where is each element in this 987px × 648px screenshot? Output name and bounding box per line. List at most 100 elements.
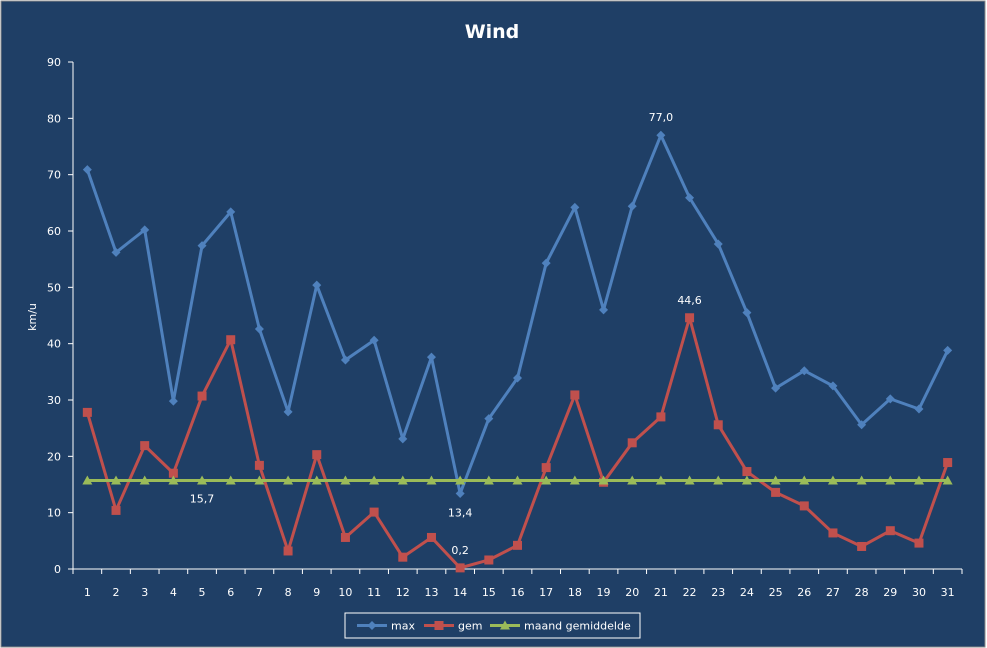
data-point — [312, 280, 322, 290]
data-point — [140, 441, 150, 451]
x-tick-label: 27 — [826, 586, 840, 599]
x-tick-label: 4 — [170, 586, 177, 599]
x-tick-label: 26 — [797, 586, 811, 599]
data-point — [827, 475, 838, 485]
data-point — [599, 305, 609, 315]
data-point — [885, 526, 895, 536]
x-tick-label: 7 — [256, 586, 263, 599]
x-tick-label: 9 — [313, 586, 320, 599]
data-point — [139, 475, 150, 485]
x-tick-label: 2 — [113, 586, 120, 599]
data-point — [943, 458, 953, 468]
data-label: 0,2 — [451, 544, 469, 557]
data-labels: 77,0 44,6 13,4 0,2 15,7 — [190, 111, 702, 557]
data-point — [111, 475, 122, 485]
legend-marker — [500, 620, 510, 630]
y-tick-label: 30 — [47, 394, 61, 407]
data-point — [82, 407, 92, 417]
data-point — [455, 489, 465, 499]
data-point — [569, 475, 580, 485]
data-point — [742, 467, 752, 477]
series-layer — [82, 130, 953, 573]
x-tick-label: 5 — [199, 586, 206, 599]
x-tick-label: 1 — [84, 586, 91, 599]
legend-marker — [434, 621, 444, 630]
data-point — [82, 165, 92, 175]
y-tick-label: 70 — [47, 169, 61, 182]
series-max — [82, 130, 953, 499]
data-point — [197, 391, 207, 401]
data-point — [140, 225, 150, 235]
data-point — [856, 475, 867, 485]
data-point — [541, 258, 551, 268]
data-point — [311, 475, 322, 485]
x-tick-label: 22 — [683, 586, 697, 599]
data-point — [483, 475, 494, 485]
x-tick-label: 31 — [941, 586, 955, 599]
y-tick-label: 60 — [47, 225, 61, 238]
data-point — [397, 475, 408, 485]
data-point — [254, 460, 264, 470]
data-point — [426, 352, 436, 362]
data-point — [627, 438, 637, 448]
data-point — [254, 324, 264, 334]
data-point — [627, 201, 637, 211]
y-tick-label: 80 — [47, 112, 61, 125]
data-point — [512, 475, 523, 485]
data-point — [656, 412, 666, 422]
data-point — [254, 475, 265, 485]
data-point — [570, 202, 580, 212]
data-point — [369, 335, 379, 345]
x-tick-label: 24 — [740, 586, 754, 599]
data-point — [742, 308, 752, 318]
x-tick-label: 17 — [539, 586, 553, 599]
legend-label: gem — [458, 620, 482, 633]
data-point — [369, 507, 379, 517]
legend: max gem maand gemiddelde — [344, 612, 641, 639]
data-label: 13,4 — [448, 507, 473, 520]
x-tick-label: 29 — [883, 586, 897, 599]
data-label: 77,0 — [649, 111, 674, 124]
legend-entry: gem — [424, 620, 482, 633]
data-point — [685, 313, 695, 323]
data-point — [513, 373, 522, 383]
x-tick-label: 21 — [654, 586, 668, 599]
x-tick-label: 23 — [711, 586, 725, 599]
data-point — [283, 546, 293, 556]
data-point — [771, 383, 781, 393]
data-point — [340, 475, 351, 485]
data-point — [283, 407, 293, 417]
data-point — [426, 532, 436, 542]
legend-label: maand gemiddelde — [524, 620, 631, 633]
data-point — [656, 130, 666, 140]
y-tick-label: 50 — [47, 281, 61, 294]
data-point — [713, 239, 723, 249]
data-point — [197, 475, 208, 485]
x-tick-label: 15 — [482, 586, 496, 599]
data-point — [340, 355, 350, 365]
data-point — [484, 414, 494, 424]
data-point — [369, 475, 380, 485]
y-axis-label: km/u — [26, 303, 39, 331]
x-tick-label: 18 — [568, 586, 582, 599]
y-tick-label: 0 — [54, 563, 61, 576]
data-point — [799, 501, 809, 511]
x-tick-label: 28 — [855, 586, 869, 599]
data-point — [770, 475, 781, 485]
data-label: 44,6 — [677, 294, 702, 307]
x-tick-label: 10 — [338, 586, 352, 599]
data-point — [799, 475, 810, 485]
data-point — [598, 475, 609, 485]
data-point — [226, 207, 236, 217]
series-maand-gemiddelde — [82, 475, 953, 485]
data-point — [857, 420, 867, 430]
data-point — [741, 475, 752, 485]
data-point — [168, 468, 178, 478]
data-point — [111, 247, 121, 257]
x-tick-label: 13 — [424, 586, 438, 599]
data-point — [283, 475, 294, 485]
data-point — [541, 475, 552, 485]
data-point — [828, 381, 838, 391]
data-point — [398, 552, 408, 562]
